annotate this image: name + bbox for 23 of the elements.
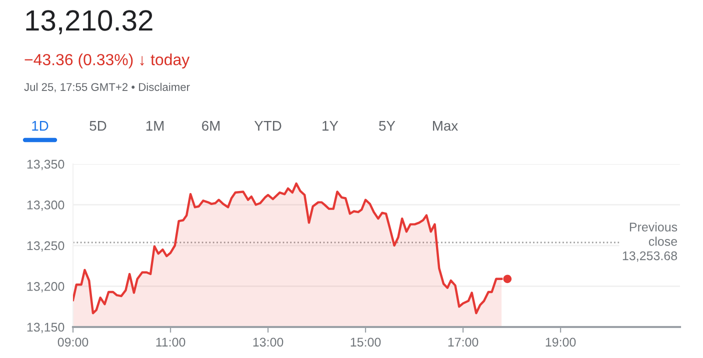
ref-line-label: Previous close 13,253.68: [622, 222, 678, 262]
y-tick-label: 13,350: [27, 160, 64, 170]
x-tick-label: 09:00: [58, 338, 88, 347]
text: 1M: [146, 121, 164, 131]
x-tick-label: 15:00: [350, 338, 381, 347]
y-tick-label: 13,250: [27, 241, 64, 252]
text: 5Y: [379, 121, 396, 131]
x-tick-label: 11:00: [156, 338, 186, 347]
text: 1D: [32, 121, 48, 131]
text: Jul 25, 17:55 GMT+2 • Disclaimer: [24, 82, 190, 92]
x-tick-label: 17:00: [448, 338, 478, 347]
text: Max: [433, 121, 458, 131]
text: 6M: [202, 120, 220, 131]
text: YTD: [254, 121, 282, 131]
chart-title: 13,210.32: [26, 10, 152, 34]
text: 1Y: [322, 121, 338, 131]
chart-subtitle: −43.36 (0.33%) ↓ today: [24, 54, 190, 68]
y-tick-label: 13,200: [27, 282, 64, 292]
y-tick-label: 13,150: [27, 322, 64, 334]
y-tick-label: 13,300: [27, 200, 64, 211]
x-tick-label: 19:00: [546, 338, 576, 347]
x-tick-label: 13:00: [253, 338, 284, 347]
text: 5D: [90, 121, 106, 131]
